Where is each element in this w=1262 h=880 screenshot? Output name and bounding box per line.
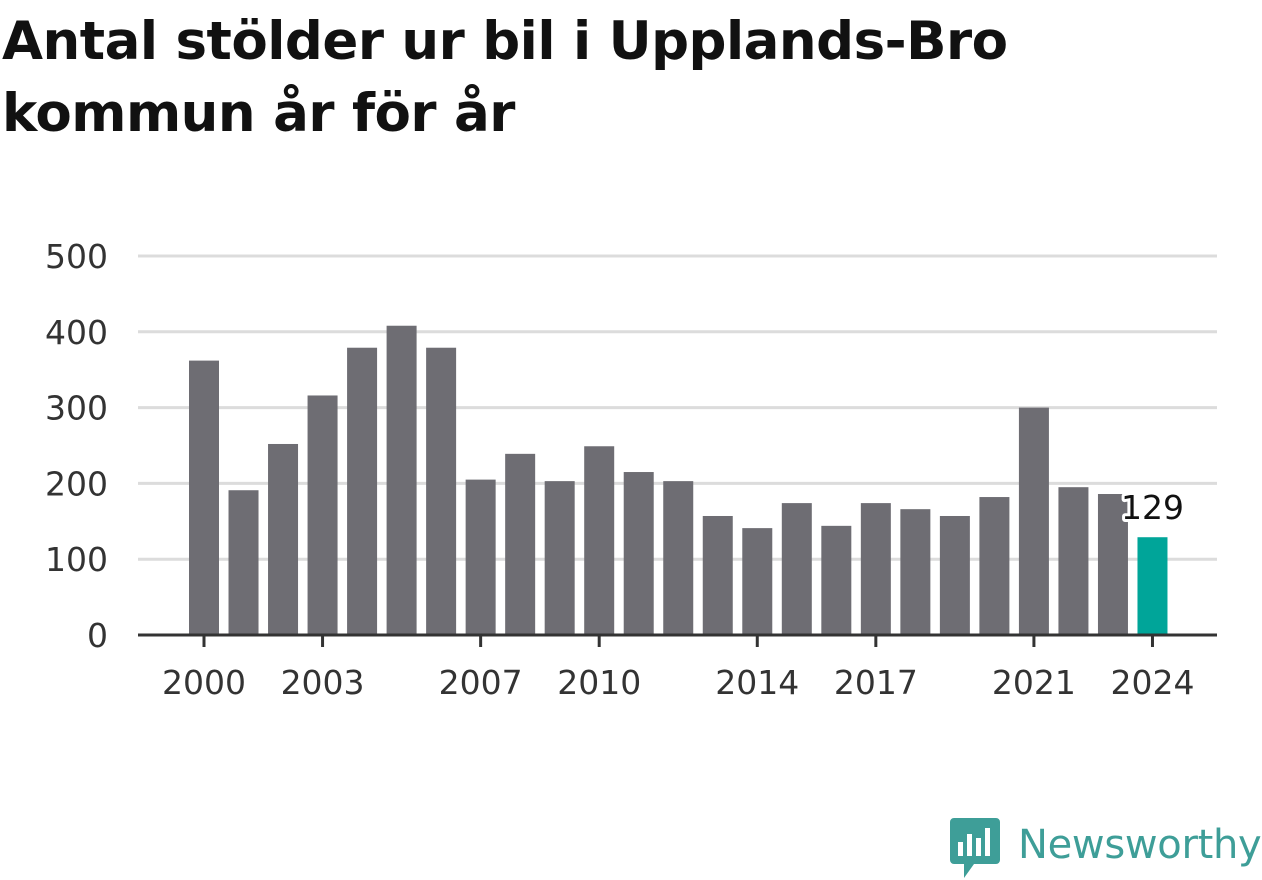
y-axis-ticks: 0 100 200 300 400 500 — [45, 237, 108, 655]
bar-2019 — [939, 515, 970, 635]
data-label-2024: 129 — [1121, 488, 1184, 527]
bar-2008 — [505, 453, 536, 635]
bar-2013 — [702, 515, 733, 635]
bar-2017 — [860, 503, 891, 635]
bar-2004 — [347, 347, 378, 635]
x-tick-label-2021: 2021 — [992, 663, 1076, 702]
x-tick-label-2007: 2007 — [439, 663, 523, 702]
bar-2009 — [544, 481, 575, 635]
bar-2007 — [465, 479, 496, 635]
bar-2020 — [979, 497, 1010, 635]
bar-2002 — [268, 443, 299, 635]
bar-2000 — [189, 360, 219, 635]
x-tick-label-2014: 2014 — [715, 663, 799, 702]
bar-2016 — [821, 525, 852, 635]
bars — [189, 325, 1168, 635]
x-tick-label-2000: 2000 — [162, 663, 246, 702]
bar-2003 — [307, 395, 338, 635]
chart-title: Antal stölder ur bil i Upplands-Bro komm… — [2, 11, 1008, 144]
x-axis-ticks: 2000 2003 2007 2010 2014 2017 2021 2024 — [162, 635, 1194, 702]
y-tick-label-100: 100 — [45, 540, 108, 579]
y-tick-label-400: 400 — [45, 313, 108, 352]
y-tick-label-300: 300 — [45, 389, 108, 428]
brand-name: Newsworthy — [1018, 822, 1262, 868]
bar-2024 — [1137, 537, 1168, 635]
bar-2015 — [781, 503, 812, 635]
data-labels: 129 — [1118, 485, 1187, 530]
bar-2010 — [584, 446, 615, 635]
x-tick-label-2017: 2017 — [834, 663, 918, 702]
brand-logo: Newsworthy — [950, 818, 1262, 880]
bar-2006 — [426, 347, 457, 635]
y-tick-label-0: 0 — [87, 616, 108, 655]
bar-2001 — [228, 490, 259, 635]
x-tick-label-2010: 2010 — [557, 663, 641, 702]
bar-2023 — [1097, 494, 1128, 635]
bar-2022 — [1058, 487, 1089, 635]
bar-2012 — [663, 481, 694, 635]
bar-2014 — [742, 528, 773, 635]
x-tick-label-2003: 2003 — [281, 663, 365, 702]
bar-2021 — [1018, 407, 1049, 635]
bar-2018 — [900, 509, 931, 635]
x-tick-label-2024: 2024 — [1110, 663, 1194, 702]
y-tick-label-200: 200 — [45, 464, 108, 503]
y-tick-label-500: 500 — [45, 237, 108, 276]
bar-2011 — [623, 472, 654, 635]
bar-2005 — [386, 325, 417, 635]
newsworthy-logo-icon — [950, 818, 1000, 878]
